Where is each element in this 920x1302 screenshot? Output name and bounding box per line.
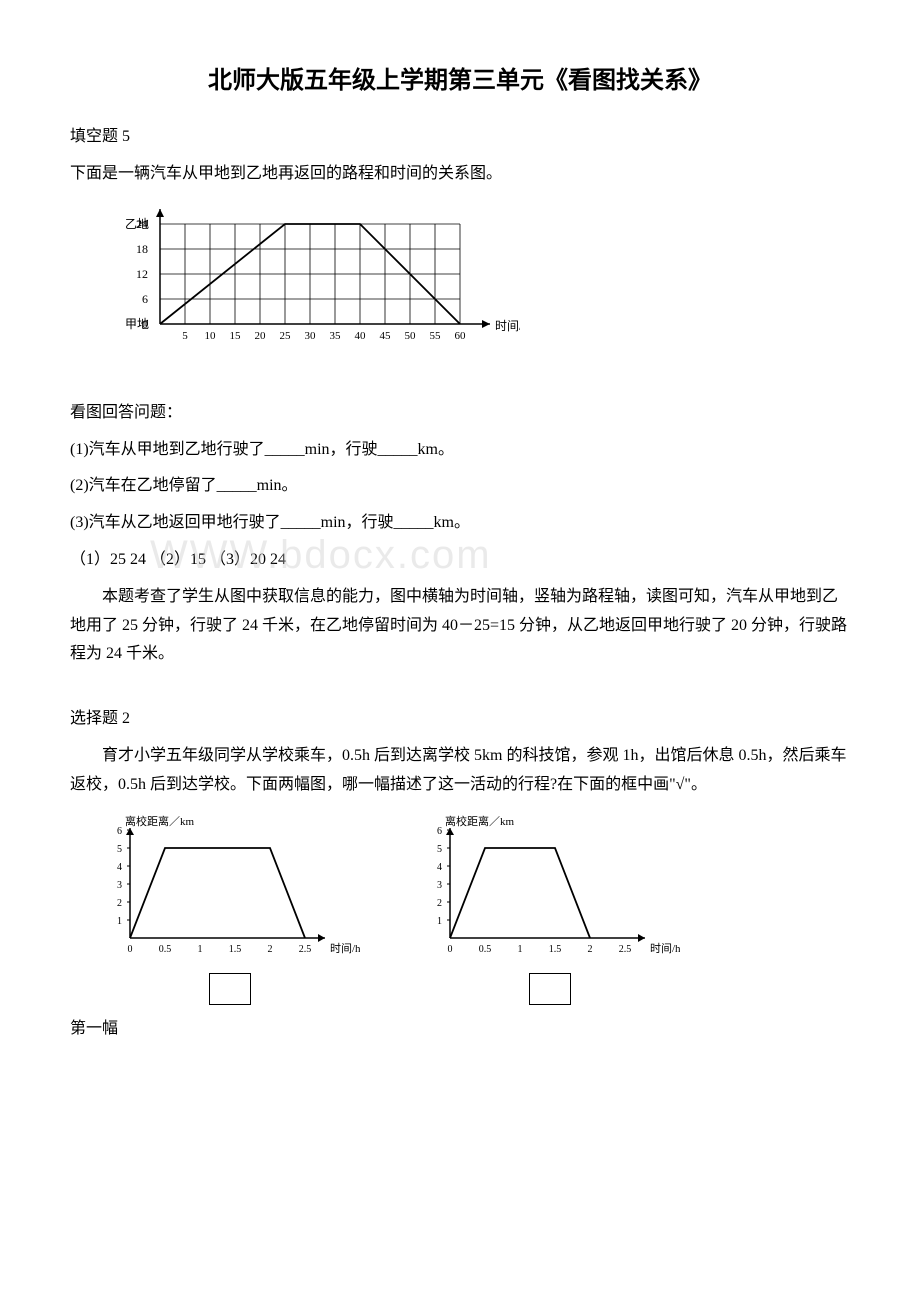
q2-answer: 第一幅: [70, 1015, 850, 1044]
chart2-pair: 离校距离／km 1 2 3 4 5 6 0 0.5: [100, 815, 850, 1005]
svg-text:1: 1: [198, 944, 203, 955]
svg-text:3: 3: [117, 880, 122, 891]
section1-label: 填空题 5: [70, 123, 850, 152]
q1-answer: （1）25 24 （2）15 （3）20 24: [70, 546, 850, 575]
svg-text:1: 1: [117, 916, 122, 927]
svg-text:24: 24: [136, 217, 148, 231]
chart2-option-b: 离校距离／km 1 2 3 4 5 6 0 0.5 1 1.: [420, 815, 680, 1005]
page-title: 北师大版五年级上学期第三单元《看图找关系》: [70, 60, 850, 103]
svg-text:50: 50: [405, 330, 417, 342]
svg-text:45: 45: [380, 330, 392, 342]
svg-text:35: 35: [330, 330, 342, 342]
svg-text:2.5: 2.5: [299, 944, 312, 955]
svg-text:10: 10: [205, 330, 217, 342]
svg-text:2: 2: [268, 944, 273, 955]
svg-text:55: 55: [430, 330, 442, 342]
svg-text:时间/h: 时间/h: [650, 942, 680, 955]
svg-text:1: 1: [518, 944, 523, 955]
svg-text:0: 0: [448, 944, 453, 955]
svg-text:6: 6: [142, 292, 148, 306]
chart1: 路程／km 乙地 24 18 12 6 甲地 0 5 10 15 20 25 3…: [100, 204, 850, 384]
svg-text:0.5: 0.5: [479, 944, 492, 955]
q1-sub2: (2)汽车在乙地停留了_____min。: [70, 472, 850, 501]
section2-label: 选择题 2: [70, 705, 850, 734]
svg-text:4: 4: [117, 862, 122, 873]
svg-text:60: 60: [455, 330, 467, 342]
svg-text:时间/h: 时间/h: [330, 942, 360, 955]
svg-text:2.5: 2.5: [619, 944, 632, 955]
svg-text:0.5: 0.5: [159, 944, 172, 955]
svg-text:5: 5: [117, 844, 122, 855]
svg-text:1.5: 1.5: [549, 944, 562, 955]
chart1-ylabel: 路程／km: [120, 204, 176, 205]
svg-text:12: 12: [136, 267, 148, 281]
svg-text:5: 5: [182, 330, 188, 342]
svg-text:18: 18: [136, 242, 148, 256]
svg-text:20: 20: [255, 330, 267, 342]
checkbox-a[interactable]: [209, 973, 251, 1005]
svg-text:2: 2: [437, 898, 442, 909]
svg-text:15: 15: [230, 330, 242, 342]
q1-sub1: (1)汽车从甲地到乙地行驶了_____min，行驶_____km。: [70, 436, 850, 465]
checkbox-b[interactable]: [529, 973, 571, 1005]
svg-text:0: 0: [128, 944, 133, 955]
svg-text:25: 25: [280, 330, 292, 342]
svg-text:4: 4: [437, 862, 442, 873]
svg-text:1.5: 1.5: [229, 944, 242, 955]
svg-text:时间/min: 时间/min: [495, 319, 520, 333]
svg-text:2: 2: [588, 944, 593, 955]
svg-text:2: 2: [117, 898, 122, 909]
chart2-option-a: 离校距离／km 1 2 3 4 5 6 0 0.5: [100, 815, 360, 1005]
q1-sub3: (3)汽车从乙地返回甲地行驶了_____min，行驶_____km。: [70, 509, 850, 538]
svg-text:30: 30: [305, 330, 317, 342]
svg-text:6: 6: [437, 826, 442, 837]
svg-text:离校距离／km: 离校距离／km: [445, 815, 514, 828]
svg-text:1: 1: [437, 916, 442, 927]
svg-text:3: 3: [437, 880, 442, 891]
svg-text:5: 5: [437, 844, 442, 855]
q1-intro: 下面是一辆汽车从甲地到乙地再返回的路程和时间的关系图。: [70, 160, 850, 189]
svg-text:离校距离／km: 离校距离／km: [125, 815, 194, 828]
svg-text:40: 40: [355, 330, 367, 342]
svg-text:0: 0: [142, 317, 148, 331]
q2-intro: 育才小学五年级同学从学校乘车，0.5h 后到达离学校 5km 的科技馆，参观 1…: [70, 742, 850, 800]
q1-explanation: 本题考查了学生从图中获取信息的能力，图中横轴为时间轴，竖轴为路程轴，读图可知，汽…: [70, 583, 850, 669]
q1-prompt: 看图回答问题：: [70, 399, 850, 428]
svg-text:6: 6: [117, 826, 122, 837]
